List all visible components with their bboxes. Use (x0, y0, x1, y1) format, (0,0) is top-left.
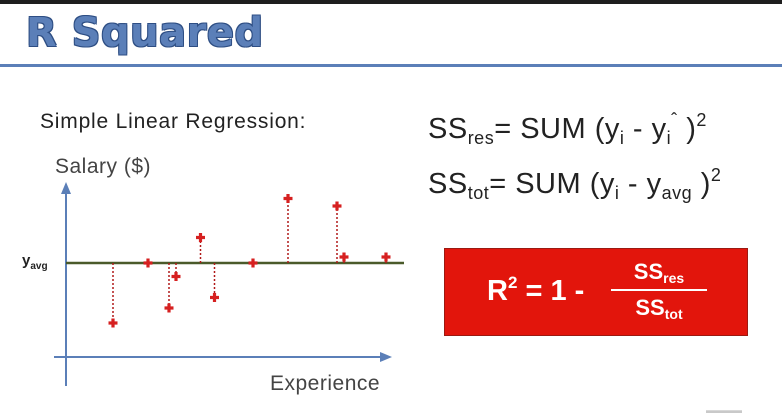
data-marks (108, 194, 391, 328)
ss-tot-i: i (614, 183, 620, 203)
yavg-sub: avg (30, 261, 48, 272)
data-point (283, 194, 293, 203)
r2-pow: 2 (507, 273, 518, 292)
y-axis-label: Salary ($) (55, 155, 152, 178)
x-axis-label: Experience (270, 372, 381, 395)
data-point (332, 201, 342, 211)
r2-num-sub: res (663, 270, 685, 286)
ss-tot-close: ) (692, 168, 711, 200)
fraction-bar (611, 289, 707, 291)
yavg-base: y (22, 252, 31, 269)
data-point (143, 258, 153, 268)
r2-rest: = 1 - (517, 275, 585, 307)
ss-tot-pow: 2 (710, 165, 722, 185)
ss-res-sub: res (467, 128, 495, 148)
data-point (248, 258, 258, 268)
ss-tot-eq: = SUM (y (489, 168, 615, 200)
r-squared-box: R2 = 1 - SSres SStot (444, 248, 748, 336)
r2-den-sub: tot (664, 306, 683, 322)
data-point (164, 303, 174, 313)
title-underline (0, 64, 782, 67)
r2-denominator: SStot (611, 295, 707, 322)
ss-res-hat-sub: i (666, 128, 672, 148)
data-point (108, 318, 118, 328)
top-bar (0, 0, 782, 4)
r2-lhs: R2 = 1 - (487, 273, 584, 308)
yavg-label: yavg (22, 252, 48, 272)
ss-res-close: ) (677, 113, 697, 145)
ss-tot-minus: - y (619, 168, 662, 200)
ss-res-minus: - y (624, 113, 667, 145)
r2-den-base: SS (635, 295, 665, 320)
ss-res-eq: = SUM (y (494, 113, 620, 145)
data-point (171, 272, 181, 281)
ss-res-lhs: SS (428, 113, 468, 145)
ss-tot-sub: tot (467, 183, 490, 203)
chart-axes (54, 182, 392, 386)
y-axis-arrow-icon (61, 182, 71, 194)
ss-tot-avg: avg (661, 183, 693, 203)
r2-r: R (487, 275, 508, 307)
data-point (210, 293, 219, 302)
ss-tot-formula: SStot= SUM (yi - yavg )2 (428, 165, 721, 204)
slide-title: R Squared (26, 10, 264, 56)
ss-res-pow: 2 (696, 110, 707, 130)
r2-fraction: SSres SStot (611, 259, 707, 322)
ss-res-i: i (619, 128, 625, 148)
r2-num-base: SS (633, 259, 664, 284)
x-axis-arrow-icon (380, 352, 392, 362)
watermark: ▬▬▬▬ (706, 405, 742, 415)
subtitle: Simple Linear Regression: (40, 110, 307, 133)
ss-res-hat: ˆ (671, 110, 678, 130)
data-point (196, 233, 205, 242)
data-point (339, 252, 349, 262)
data-point (381, 252, 391, 262)
r2-numerator: SSres (611, 259, 707, 286)
ss-res-formula: SSres= SUM (yi - yiˆ )2 (428, 110, 707, 149)
ss-tot-lhs: SS (428, 168, 468, 200)
